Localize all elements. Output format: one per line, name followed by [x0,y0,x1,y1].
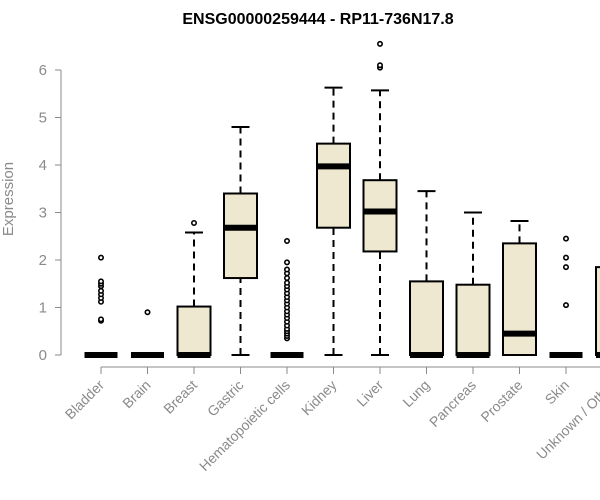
outlier-point [376,62,383,69]
x-tick-label: Bladder [62,377,108,423]
outlier-point [191,219,198,226]
x-tick-label: Kidney [298,377,340,419]
y-axis: 0 1 2 3 4 5 6 [39,62,62,364]
box-iqr [223,192,258,280]
box-iqr [455,283,491,357]
y-tick-label: 2 [39,252,47,269]
box-group [84,254,118,358]
y-tick-label: 1 [39,300,47,317]
box-group [223,126,258,356]
box-group [455,211,491,358]
outlier-point [562,254,569,261]
box-iqr [502,242,537,356]
outlier-point [98,287,105,294]
outlier-point [283,238,290,245]
chart-title: ENSG00000259444 - RP11-736N17.8 [182,11,453,28]
x-tick-label: Liver [353,377,386,410]
x-tick-label: Breast [160,377,200,417]
outlier-point [144,309,151,316]
x-tick-label: Gastric [204,377,247,420]
box-group [549,235,583,358]
box-iqr [409,280,444,356]
box-group [270,238,304,358]
box-group [502,220,537,356]
x-tick-label: Hematopoietic cells [196,377,293,474]
box-iqr [316,142,351,229]
boxplot-series [84,40,600,358]
box-group [131,309,164,358]
x-tick-label: Prostate [477,377,525,425]
box-group [595,266,600,358]
y-tick-label: 4 [39,157,47,174]
y-axis-label: Expression [0,162,17,236]
x-tick-label: Lung [399,377,432,410]
outlier-point [98,254,105,261]
outlier-point [562,302,569,309]
box-group [409,190,444,358]
outlier-point [562,264,569,271]
outlier-point [98,278,105,285]
y-tick-label: 0 [39,347,47,364]
box-group [176,219,212,358]
outlier-point [98,316,105,323]
x-tick-label: Skin [542,377,573,408]
box-iqr [595,266,600,356]
outlier-point [283,259,290,266]
outlier-point [562,235,569,242]
box-group [316,86,351,356]
y-tick-label: 6 [39,62,47,79]
box-iqr [176,305,212,356]
y-tick-label: 3 [39,205,47,222]
box-group [362,40,398,356]
y-tick-label: 5 [39,110,47,127]
box-iqr [362,179,398,253]
x-tick-label: Brain [119,377,153,411]
outlier-point [283,279,290,286]
x-tick-label: Pancreas [426,377,479,430]
outlier-point [376,40,383,47]
outlier-point [283,266,290,273]
outlier-point [283,275,290,282]
